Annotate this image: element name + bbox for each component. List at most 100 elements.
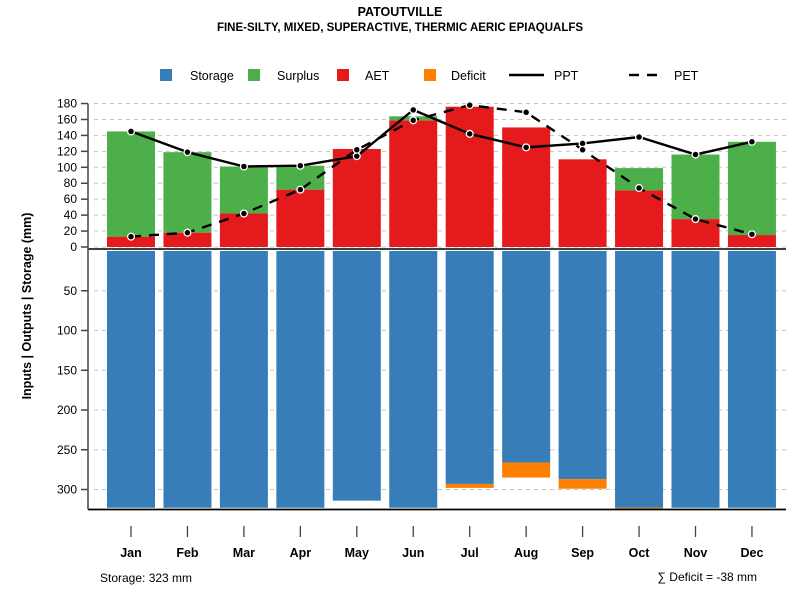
pet-point — [352, 145, 361, 154]
storage-bar — [671, 251, 720, 508]
legend-item-surplus: Surplus — [248, 69, 319, 83]
storage-swatch-icon — [160, 69, 172, 81]
surplus-swatch-icon — [248, 69, 260, 81]
x-tick-label: Mar — [233, 546, 255, 560]
deficit-swatch-icon — [424, 69, 436, 81]
legend-item-ppt: PPT — [509, 69, 579, 83]
x-tick-label: Nov — [684, 546, 708, 560]
deficit-bar — [615, 507, 664, 510]
y-tick-label-upper: 180 — [57, 97, 77, 111]
aet-bar — [163, 232, 212, 247]
pet-point — [578, 145, 587, 154]
pet-point — [183, 228, 192, 237]
ppt-point — [465, 129, 474, 138]
ppt-point — [296, 161, 305, 170]
deficit-bar — [558, 479, 607, 489]
pet-point — [465, 101, 474, 110]
deficit-bar — [502, 462, 551, 478]
legend-label-aet: AET — [365, 69, 390, 83]
x-tick-label: Feb — [176, 546, 199, 560]
legend-label-pet: PET — [674, 69, 699, 83]
chart-subtitle: FINE-SILTY, MIXED, SUPERACTIVE, THERMIC … — [217, 22, 583, 34]
legend-label-storage: Storage — [190, 69, 234, 83]
storage-bar — [276, 251, 325, 508]
x-tick-label: Dec — [740, 546, 763, 560]
surplus-bar — [671, 154, 720, 220]
ppt-point — [126, 127, 136, 136]
storage-bar — [107, 251, 155, 508]
y-tick-label-upper: 40 — [64, 208, 78, 222]
y-tick-label-lower: 50 — [64, 284, 78, 298]
ppt-point — [691, 150, 700, 159]
chart-title: PATOUTVILLE — [358, 5, 443, 19]
y-axis-title: Inputs | Outputs | Storage (mm) — [20, 213, 34, 400]
ppt-point — [747, 137, 756, 146]
y-tick-label-upper: 120 — [57, 144, 77, 158]
legend-item-aet: AET — [337, 69, 390, 83]
y-tick-label-lower: 150 — [57, 363, 77, 377]
y-tick-label-lower: 300 — [57, 483, 77, 497]
pet-point — [522, 108, 531, 117]
x-tick-label: Oct — [629, 546, 651, 560]
ppt-point — [522, 143, 531, 152]
y-tick-label-upper: 160 — [57, 112, 77, 126]
y-tick-label-upper: 80 — [64, 176, 78, 190]
y-tick-label-upper: 60 — [64, 192, 78, 206]
y-tick-label-lower: 250 — [57, 443, 77, 457]
pet-point — [126, 232, 136, 241]
aet-bar — [615, 190, 664, 247]
pet-point — [691, 215, 700, 224]
deficit-sum-caption: ∑ Deficit = -38 mm — [657, 570, 757, 584]
aet-bar — [332, 148, 381, 247]
ppt-point — [183, 148, 192, 157]
y-tick-label-upper: 140 — [57, 128, 77, 142]
deficit-bar — [445, 483, 494, 488]
x-tick-label: Jul — [461, 546, 479, 560]
ppt-line — [130, 108, 753, 168]
storage-caption: Storage: 323 mm — [100, 571, 192, 585]
storage-bar — [502, 251, 551, 463]
surplus-bar — [727, 141, 776, 236]
aet-swatch-icon — [337, 69, 349, 81]
y-tick-label-upper: 0 — [70, 240, 77, 254]
storage-bar — [445, 251, 494, 484]
ppt-point — [409, 105, 418, 114]
y-tick-label-lower: 200 — [57, 403, 77, 417]
chart-legend: Storage Surplus AET Deficit PPT PET — [160, 69, 699, 83]
legend-label-deficit: Deficit — [451, 69, 486, 83]
y-tick-label-lower: 100 — [57, 324, 77, 338]
legend-label-ppt: PPT — [554, 69, 579, 83]
x-tick-label: Jan — [120, 546, 142, 560]
aet-bar — [671, 219, 720, 247]
legend-item-deficit: Deficit — [424, 69, 486, 83]
surplus-bar — [107, 131, 155, 237]
aet-bar — [558, 159, 607, 247]
pet-point — [634, 183, 644, 193]
legend-label-surplus: Surplus — [277, 69, 319, 83]
surplus-bar — [163, 152, 212, 233]
y-tick-label-upper: 100 — [57, 160, 77, 174]
x-tick-label: Sep — [571, 546, 594, 560]
ppt-point — [239, 162, 248, 171]
x-tick-label: Aug — [514, 546, 538, 560]
legend-item-pet: PET — [629, 69, 699, 83]
pet-point — [296, 185, 305, 194]
storage-bar — [219, 251, 268, 508]
storage-bar — [389, 251, 438, 508]
x-tick-label: May — [345, 546, 369, 560]
aet-bar — [727, 235, 776, 247]
surplus-bar — [615, 168, 664, 191]
surplus-bar — [276, 165, 325, 190]
pet-point — [747, 230, 756, 239]
pet-point — [239, 209, 248, 218]
x-tick-label: Apr — [290, 546, 312, 560]
aet-bar — [389, 120, 438, 247]
storage-bar — [615, 251, 664, 508]
storage-bar — [558, 251, 607, 480]
storage-bar — [163, 251, 212, 508]
x-tick-label: Jun — [402, 546, 424, 560]
aet-bar — [107, 236, 155, 247]
aet-bar — [276, 189, 325, 247]
